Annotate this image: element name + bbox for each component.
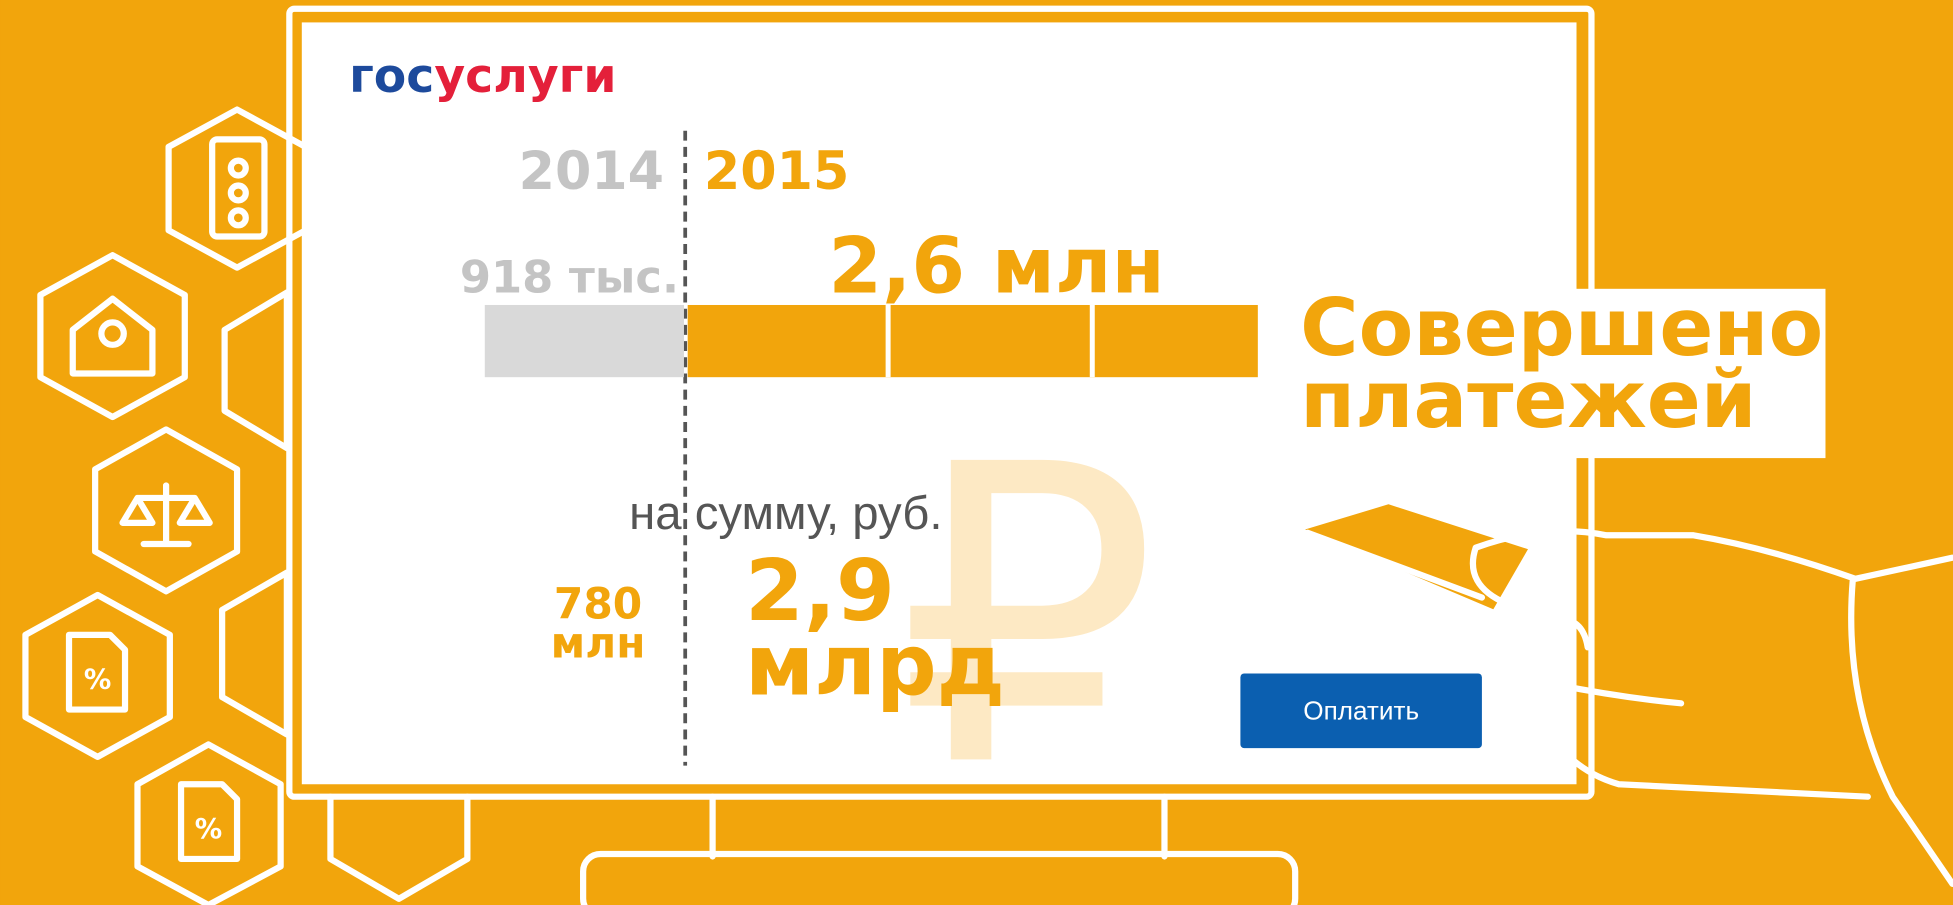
svg-text:%: % [84, 664, 111, 695]
svg-text:%: % [195, 814, 222, 845]
bar [485, 305, 684, 377]
payments-value: 918 тыс. [460, 251, 679, 304]
sum-value: млн [551, 618, 646, 667]
logo: госуслуги [349, 49, 616, 104]
bar [688, 305, 1258, 377]
caption: на сумму, руб. [629, 487, 942, 540]
infographic: % % ₽ госуслуги 2014 2015 918 тыс. 2,6 м… [0, 0, 1953, 905]
year: 2014 [519, 141, 664, 202]
headline: платежей [1300, 353, 1756, 446]
sum-value: млрд [745, 616, 1005, 715]
payments-value: 2,6 млн [828, 222, 1164, 312]
logo-part: гос [349, 49, 434, 104]
pay-button-label[interactable]: Оплатить [1303, 696, 1419, 726]
logo-part: услуги [434, 49, 616, 104]
year: 2015 [704, 141, 849, 202]
